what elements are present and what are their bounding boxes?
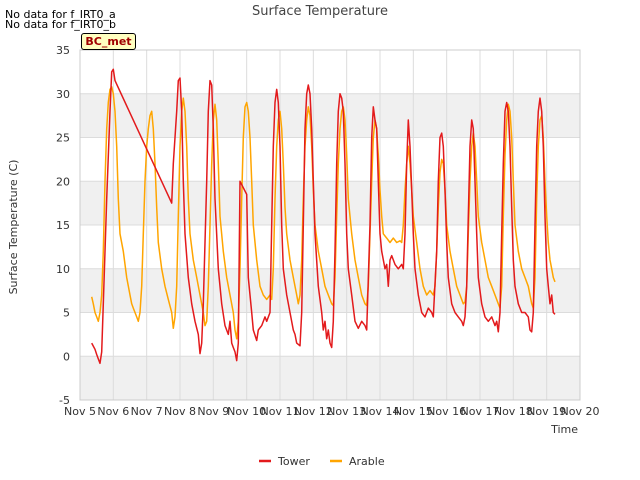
x-axis-label: Time bbox=[550, 423, 578, 436]
plot-band bbox=[80, 181, 580, 225]
x-tick-label: Nov 9 bbox=[197, 405, 229, 418]
x-tick-label: Nov 20 bbox=[561, 405, 600, 418]
x-tick-label: Nov 7 bbox=[131, 405, 163, 418]
plot-band bbox=[80, 356, 580, 400]
legend: Tower Arable bbox=[259, 455, 385, 468]
y-tick-label: 30 bbox=[56, 88, 70, 101]
x-tick-label: Nov 16 bbox=[427, 405, 466, 418]
y-tick-label: 5 bbox=[63, 307, 70, 320]
plot-band bbox=[80, 93, 580, 138]
y-tick-label: 20 bbox=[56, 175, 70, 188]
no-data-note-a: No data for f_IRT0_a bbox=[5, 8, 116, 21]
x-tick-label: Nov 15 bbox=[394, 405, 433, 418]
y-tick-label: 35 bbox=[56, 44, 70, 57]
x-tick-label: Nov 18 bbox=[494, 405, 533, 418]
series-lines bbox=[90, 68, 556, 365]
x-tick-label: Nov 11 bbox=[261, 405, 300, 418]
y-tick-label: -5 bbox=[59, 394, 70, 407]
x-tick-label: Nov 14 bbox=[361, 405, 400, 418]
y-axis-label: Surface Temperature (C) bbox=[7, 160, 20, 295]
y-tick-label: 25 bbox=[56, 132, 70, 145]
no-data-note-b: No data for f_IRT0_b bbox=[5, 18, 117, 31]
site-badge: BC_met bbox=[81, 33, 136, 50]
plot-frame bbox=[79, 49, 581, 401]
x-tick-label: Nov 19 bbox=[527, 405, 566, 418]
x-tick-label: Nov 6 bbox=[97, 405, 129, 418]
y-tick-label: 10 bbox=[56, 263, 70, 276]
y-axis-ticks: -5 0 5 10 15 20 25 30 35 bbox=[56, 44, 70, 407]
plot-band bbox=[80, 268, 580, 313]
y-tick-label: 15 bbox=[56, 219, 70, 232]
x-tick-label: Nov 13 bbox=[327, 405, 366, 418]
legend-label-arable: Arable bbox=[349, 455, 385, 468]
y-tick-label: 0 bbox=[63, 350, 70, 363]
plot-background-bands bbox=[80, 93, 580, 400]
x-tick-label: Nov 12 bbox=[294, 405, 333, 418]
series-line-tower bbox=[91, 68, 556, 365]
x-tick-label: Nov 8 bbox=[164, 405, 196, 418]
legend-label-tower: Tower bbox=[277, 455, 310, 468]
x-tick-label: Nov 17 bbox=[461, 405, 500, 418]
x-tick-label: Nov 5 bbox=[64, 405, 96, 418]
chart-title: Surface Temperature bbox=[252, 4, 388, 19]
x-tick-label: Nov 10 bbox=[227, 405, 266, 418]
